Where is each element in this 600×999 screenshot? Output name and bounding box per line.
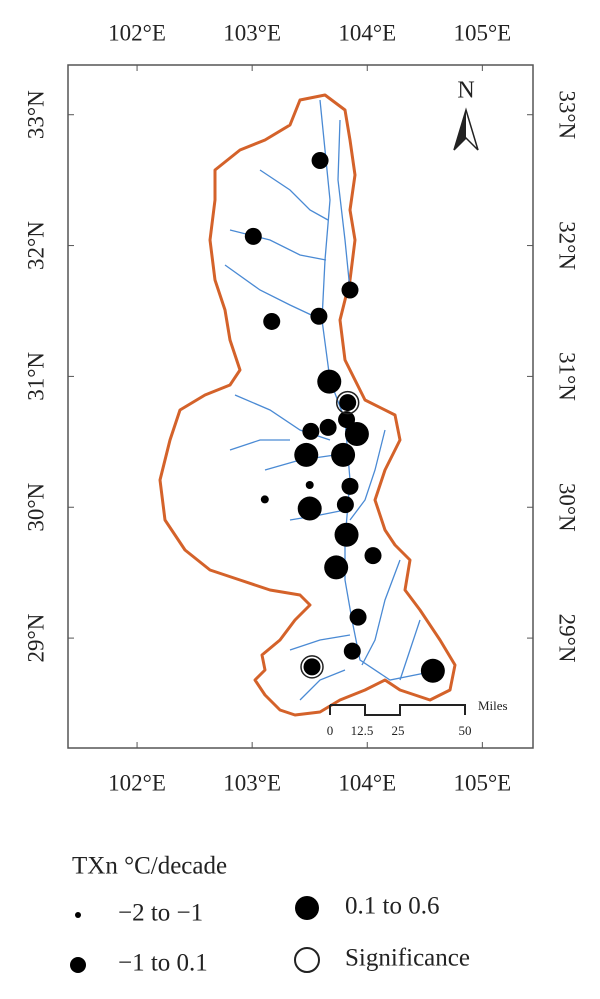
- tributary: [399, 619, 421, 681]
- x-tick-label: 103°E: [223, 770, 281, 795]
- scale-bar: [329, 704, 466, 716]
- station: [364, 547, 382, 565]
- rivers: [224, 99, 431, 701]
- x-tick-label: 103°E: [223, 20, 281, 45]
- legend-title: TXn °C/decade: [72, 853, 227, 880]
- station: [260, 495, 269, 504]
- station: [244, 227, 262, 245]
- tributary: [229, 439, 290, 451]
- x-tick-label: 105°E: [453, 20, 511, 45]
- station: [344, 421, 369, 446]
- station: [303, 658, 321, 676]
- y-tick-label: 30°N: [23, 482, 48, 531]
- station: [311, 152, 329, 170]
- tributary: [349, 429, 386, 521]
- station: [341, 477, 359, 495]
- legend-label: 0.1 to 0.6: [345, 893, 439, 920]
- tributary: [289, 634, 351, 651]
- station: [334, 522, 359, 547]
- tributary: [289, 509, 346, 521]
- station: [294, 442, 319, 467]
- legend-symbol: [75, 912, 81, 918]
- legend-label: −2 to −1: [118, 900, 203, 927]
- legend-label: Significance: [345, 945, 470, 972]
- tributary: [361, 559, 401, 666]
- scale-label: 50: [459, 723, 472, 738]
- x-tick-label: 104°E: [338, 20, 396, 45]
- station: [341, 281, 359, 299]
- tributary: [299, 669, 346, 701]
- station: [317, 369, 342, 394]
- station: [420, 658, 445, 683]
- x-tick-label: 104°E: [338, 770, 396, 795]
- scale-label: 0: [327, 723, 334, 738]
- scale-label: 25: [392, 723, 405, 738]
- station: [319, 418, 337, 436]
- scale-unit: Miles: [478, 698, 508, 713]
- y-tick-label: 31°N: [555, 352, 580, 401]
- y-tick-label: 33°N: [23, 90, 48, 139]
- y-tick-label: 31°N: [23, 352, 48, 401]
- y-tick-label: 32°N: [555, 221, 580, 270]
- y-tick-label: 30°N: [555, 483, 580, 532]
- tributary: [259, 169, 329, 221]
- y-tick-label: 32°N: [23, 221, 48, 270]
- legend-label: −1 to 0.1: [118, 950, 208, 977]
- north-label: N: [457, 78, 474, 104]
- station: [349, 608, 367, 626]
- station: [339, 394, 357, 412]
- station: [331, 442, 356, 467]
- basin-outline: [158, 93, 457, 717]
- station: [263, 312, 281, 330]
- legend-symbol: [295, 896, 319, 920]
- tributary: [337, 119, 351, 291]
- y-tick-label: 29°N: [555, 614, 580, 663]
- station: [305, 481, 314, 490]
- significance-ring: [300, 655, 324, 679]
- x-tick-label: 105°E: [453, 770, 511, 795]
- station: [310, 307, 328, 325]
- legend-symbol: [70, 957, 86, 973]
- station: [336, 496, 354, 514]
- x-tick-label: 102°E: [108, 20, 166, 45]
- map-frame: [67, 64, 534, 749]
- station: [343, 642, 361, 660]
- station: [297, 496, 322, 521]
- significance-ring: [335, 390, 360, 415]
- legend-symbol: [294, 947, 320, 973]
- scale-label: 12.5: [351, 723, 374, 738]
- station: [302, 422, 320, 440]
- tributary: [224, 264, 323, 321]
- north-arrow-half: [454, 110, 466, 150]
- y-tick-label: 29°N: [23, 613, 48, 662]
- y-tick-label: 33°N: [555, 90, 580, 139]
- station: [324, 555, 349, 580]
- x-tick-label: 102°E: [108, 770, 166, 795]
